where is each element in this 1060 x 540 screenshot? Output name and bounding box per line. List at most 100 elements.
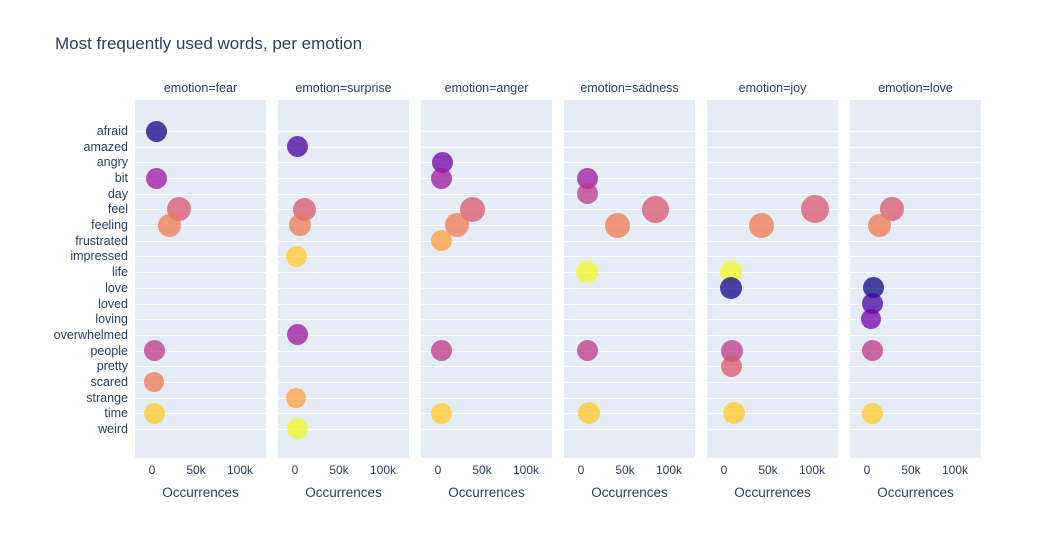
gridline bbox=[421, 319, 552, 321]
point-anger-people[interactable] bbox=[431, 340, 453, 362]
point-fear-afraid[interactable] bbox=[145, 120, 167, 142]
gridline bbox=[850, 381, 981, 383]
gridline bbox=[707, 319, 838, 321]
facet-panel-sadness bbox=[564, 100, 695, 458]
gridline bbox=[135, 162, 266, 164]
x-tick-label-fear-0: 0 bbox=[148, 463, 156, 477]
gridline bbox=[278, 287, 409, 289]
gridline bbox=[564, 428, 695, 430]
gridline bbox=[564, 272, 695, 274]
gridline bbox=[564, 146, 695, 148]
point-fear-feeling[interactable] bbox=[158, 213, 182, 237]
point-sadness-feeling[interactable] bbox=[605, 212, 631, 238]
gridline bbox=[707, 366, 838, 368]
facet-title-fear: emotion=fear bbox=[163, 81, 238, 95]
point-surprise-impressed[interactable] bbox=[286, 245, 308, 267]
gridline bbox=[278, 256, 409, 258]
x-axis-title-fear: Occurrences bbox=[162, 485, 239, 500]
point-joy-feel[interactable] bbox=[800, 195, 829, 224]
gridline bbox=[564, 193, 695, 195]
point-joy-pretty[interactable] bbox=[720, 355, 742, 377]
gridline bbox=[278, 131, 409, 132]
y-label-day: day bbox=[107, 186, 128, 201]
gridline bbox=[707, 287, 838, 289]
point-fear-bit[interactable] bbox=[145, 167, 167, 189]
x-tick-label-anger-100k: 100k bbox=[512, 463, 540, 477]
x-tick-label-love-50k: 50k bbox=[901, 463, 921, 477]
gridline bbox=[707, 240, 838, 242]
gridline bbox=[850, 413, 981, 415]
gridline bbox=[707, 146, 838, 148]
gridline bbox=[421, 256, 552, 258]
gridline bbox=[707, 381, 838, 383]
point-fear-people[interactable] bbox=[144, 340, 166, 362]
gridline bbox=[850, 178, 981, 180]
point-love-loved[interactable] bbox=[861, 293, 883, 315]
facet-title-anger: emotion=anger bbox=[444, 81, 529, 95]
point-love-people[interactable] bbox=[861, 340, 883, 362]
point-surprise-overwhelmed[interactable] bbox=[286, 324, 308, 346]
gridline bbox=[278, 146, 409, 148]
gridline bbox=[278, 319, 409, 321]
point-joy-love[interactable] bbox=[720, 276, 743, 299]
x-axis-title-anger: Occurrences bbox=[448, 485, 525, 500]
y-label-strange: strange bbox=[86, 390, 128, 405]
point-surprise-strange[interactable] bbox=[286, 387, 307, 408]
point-anger-frustrated[interactable] bbox=[430, 230, 452, 252]
gridline bbox=[135, 397, 266, 399]
point-sadness-people[interactable] bbox=[576, 340, 598, 362]
x-tick-label-fear-100k: 100k bbox=[226, 463, 254, 477]
point-anger-bit[interactable] bbox=[431, 167, 453, 189]
gridline bbox=[135, 131, 266, 132]
gridline bbox=[850, 209, 981, 211]
gridline bbox=[135, 366, 266, 368]
gridline bbox=[707, 162, 838, 164]
facet-panel-fear bbox=[135, 100, 266, 458]
point-sadness-feel[interactable] bbox=[642, 195, 670, 223]
point-sadness-day[interactable] bbox=[576, 183, 598, 205]
gridline bbox=[278, 162, 409, 164]
gridline bbox=[707, 303, 838, 305]
gridline bbox=[564, 162, 695, 164]
point-anger-time[interactable] bbox=[431, 402, 453, 424]
point-sadness-time[interactable] bbox=[577, 402, 600, 425]
gridline bbox=[850, 397, 981, 399]
point-sadness-life[interactable] bbox=[576, 261, 599, 284]
gridline bbox=[135, 350, 266, 352]
gridline bbox=[421, 287, 552, 289]
x-tick-label-joy-100k: 100k bbox=[798, 463, 826, 477]
gridline bbox=[135, 225, 266, 227]
point-joy-time[interactable] bbox=[722, 402, 745, 425]
point-fear-time[interactable] bbox=[144, 402, 166, 424]
point-surprise-amazed[interactable] bbox=[286, 136, 308, 158]
point-love-loving[interactable] bbox=[861, 309, 882, 330]
point-fear-scared[interactable] bbox=[143, 371, 164, 392]
gridline bbox=[421, 193, 552, 195]
y-label-scared: scared bbox=[90, 374, 128, 389]
gridline bbox=[564, 209, 695, 211]
gridline bbox=[421, 413, 552, 415]
point-love-time[interactable] bbox=[861, 402, 883, 424]
x-tick-label-sadness-100k: 100k bbox=[655, 463, 683, 477]
x-axis-title-love: Occurrences bbox=[877, 485, 954, 500]
gridline bbox=[707, 397, 838, 399]
point-surprise-weird[interactable] bbox=[286, 418, 308, 440]
gridline bbox=[421, 397, 552, 399]
gridline bbox=[850, 256, 981, 258]
gridline bbox=[850, 350, 981, 352]
y-label-loved: loved bbox=[98, 296, 128, 311]
gridline bbox=[564, 366, 695, 368]
x-tick-label-joy-0: 0 bbox=[720, 463, 728, 477]
facet-panel-love bbox=[850, 100, 981, 458]
gridline bbox=[421, 366, 552, 368]
gridline bbox=[850, 146, 981, 148]
point-love-feeling[interactable] bbox=[867, 213, 891, 237]
gridline bbox=[421, 381, 552, 383]
x-tick-label-surprise-100k: 100k bbox=[369, 463, 397, 477]
point-surprise-feeling[interactable] bbox=[289, 214, 312, 237]
y-label-feeling: feeling bbox=[91, 218, 128, 233]
gridline bbox=[564, 287, 695, 289]
gridline bbox=[564, 350, 695, 352]
point-joy-feeling[interactable] bbox=[749, 212, 775, 238]
gridline bbox=[421, 131, 552, 132]
